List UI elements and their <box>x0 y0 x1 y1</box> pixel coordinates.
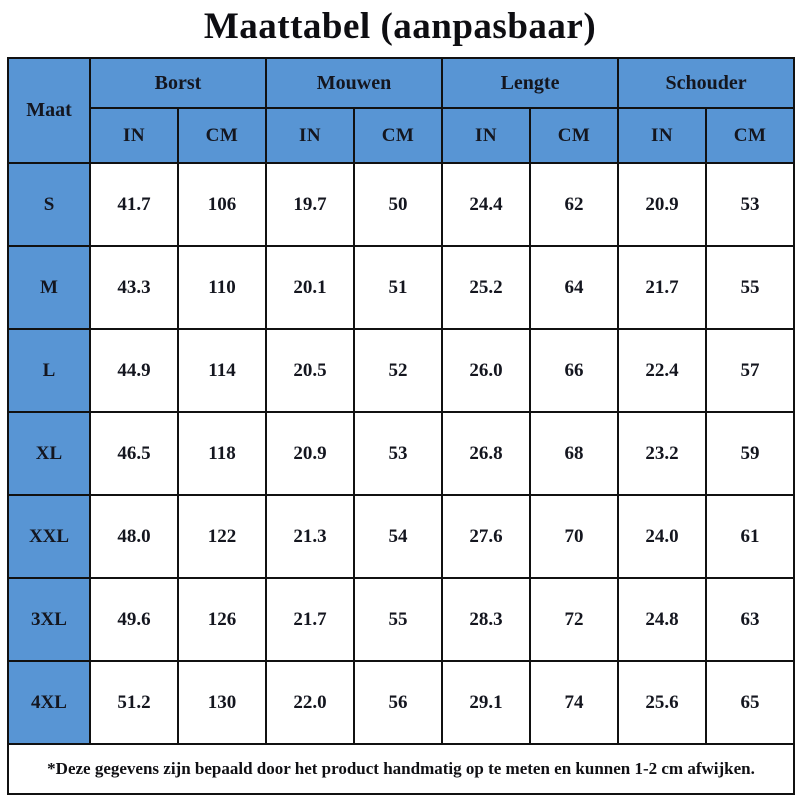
value-cell: 29.1 <box>441 660 532 746</box>
footnote: *Deze gegevens zijn bepaald door het pro… <box>6 743 796 796</box>
group-header-row: Maat Borst Mouwen Lengte Schouder <box>7 57 796 165</box>
value-cell: 110 <box>176 245 268 331</box>
value-cell: 63 <box>705 577 796 663</box>
value-cell: 68 <box>529 411 620 497</box>
page-title: Maattabel (aanpasbaar) <box>203 6 597 47</box>
group-header-borst: Borst <box>88 57 268 110</box>
size-label-cell: M <box>7 245 91 331</box>
size-label-cell: L <box>7 328 91 414</box>
value-cell: 27.6 <box>441 494 532 580</box>
value-cell: 21.3 <box>265 494 356 580</box>
value-cell: 19.7 <box>265 162 356 248</box>
value-cell: 61 <box>705 494 796 580</box>
value-cell: 64 <box>529 245 620 331</box>
value-cell: 51.2 <box>89 660 179 746</box>
value-cell: 118 <box>176 411 268 497</box>
table-row: 4XL 51.2 130 22.0 56 29.1 74 25.6 65 <box>7 660 796 746</box>
value-cell: 66 <box>529 328 620 414</box>
value-cell: 26.0 <box>441 328 532 414</box>
value-cell: 114 <box>176 328 268 414</box>
value-cell: 56 <box>353 660 444 746</box>
value-cell: 20.1 <box>265 245 356 331</box>
value-cell: 57 <box>705 328 796 414</box>
size-label-cell: S <box>7 162 91 248</box>
value-cell: 20.5 <box>265 328 356 414</box>
value-cell: 20.9 <box>265 411 356 497</box>
table-row: 3XL 49.6 126 21.7 55 28.3 72 24.8 63 <box>7 577 796 663</box>
value-cell: 122 <box>176 494 268 580</box>
unit-header-cell: IN <box>265 107 356 165</box>
value-cell: 59 <box>705 411 796 497</box>
value-cell: 130 <box>176 660 268 746</box>
value-cell: 53 <box>705 162 796 248</box>
value-cell: 51 <box>353 245 444 331</box>
value-cell: 21.7 <box>265 577 356 663</box>
value-cell: 44.9 <box>89 328 179 414</box>
value-cell: 22.0 <box>265 660 356 746</box>
value-cell: 55 <box>353 577 444 663</box>
size-label-cell: 4XL <box>7 660 91 746</box>
value-cell: 24.4 <box>441 162 532 248</box>
group-header-lengte: Lengte <box>441 57 620 110</box>
group-header-schouder: Schouder <box>617 57 796 110</box>
unit-header-cell: CM <box>353 107 444 165</box>
value-cell: 49.6 <box>89 577 179 663</box>
unit-header-cell: IN <box>89 107 179 165</box>
value-cell: 50 <box>353 162 444 248</box>
value-cell: 25.6 <box>617 660 708 746</box>
value-cell: 65 <box>705 660 796 746</box>
unit-header-row: IN CM IN CM IN CM IN CM <box>8 107 796 165</box>
value-cell: 43.3 <box>89 245 179 331</box>
value-cell: 54 <box>353 494 444 580</box>
value-cell: 41.7 <box>89 162 179 248</box>
size-table: Maat Borst Mouwen Lengte Schouder IN CM … <box>6 57 796 796</box>
unit-header-cell: CM <box>529 107 620 165</box>
value-cell: 24.8 <box>617 577 708 663</box>
value-cell: 22.4 <box>617 328 708 414</box>
value-cell: 25.2 <box>441 245 532 331</box>
unit-header-cell: IN <box>617 107 708 165</box>
value-cell: 23.2 <box>617 411 708 497</box>
value-cell: 52 <box>353 328 444 414</box>
group-header-mouwen: Mouwen <box>265 57 444 110</box>
table-row: S 41.7 106 19.7 50 24.4 62 20.9 53 <box>7 162 796 248</box>
value-cell: 74 <box>529 660 620 746</box>
value-cell: 48.0 <box>89 494 179 580</box>
table-row: XL 46.5 118 20.9 53 26.8 68 23.2 59 <box>7 411 796 497</box>
value-cell: 55 <box>705 245 796 331</box>
value-cell: 24.0 <box>617 494 708 580</box>
value-cell: 46.5 <box>89 411 179 497</box>
table-row: XXL 48.0 122 21.3 54 27.6 70 24.0 61 <box>7 494 796 580</box>
size-label-cell: XL <box>7 411 91 497</box>
size-label-cell: XXL <box>7 494 91 580</box>
footnote-row: *Deze gegevens zijn bepaald door het pro… <box>6 743 796 796</box>
value-cell: 21.7 <box>617 245 708 331</box>
table-row: M 43.3 110 20.1 51 25.2 64 21.7 55 <box>7 245 796 331</box>
table-row: L 44.9 114 20.5 52 26.0 66 22.4 57 <box>7 328 796 414</box>
value-cell: 70 <box>529 494 620 580</box>
value-cell: 26.8 <box>441 411 532 497</box>
value-cell: 28.3 <box>441 577 532 663</box>
value-cell: 53 <box>353 411 444 497</box>
unit-header-cell: CM <box>176 107 268 165</box>
unit-header-cell: CM <box>705 107 796 165</box>
corner-header-maat: Maat <box>7 57 91 165</box>
value-cell: 62 <box>529 162 620 248</box>
size-label-cell: 3XL <box>7 577 91 663</box>
value-cell: 20.9 <box>617 162 708 248</box>
value-cell: 106 <box>176 162 268 248</box>
value-cell: 126 <box>176 577 268 663</box>
unit-header-cell: IN <box>441 107 532 165</box>
value-cell: 72 <box>529 577 620 663</box>
